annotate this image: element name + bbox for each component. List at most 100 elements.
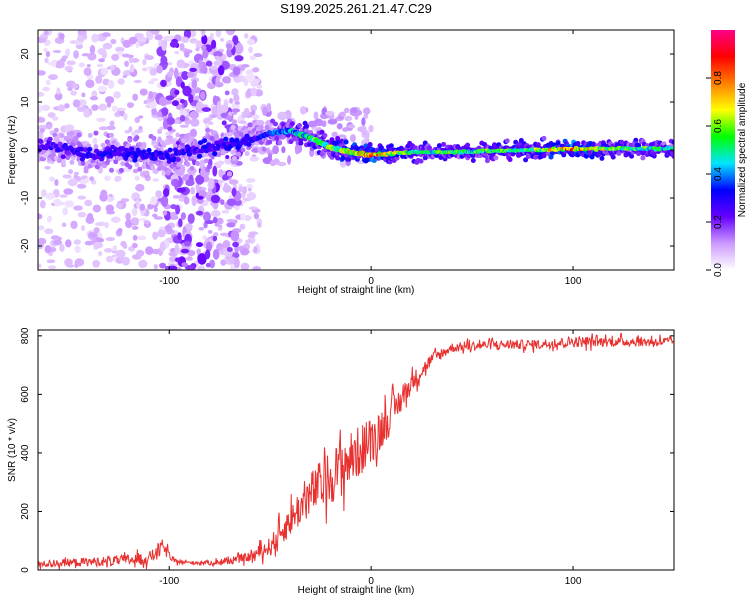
heatmap-cell [87,132,93,138]
heatmap-cell [184,240,191,247]
heatmap-cell [299,106,307,115]
heatmap-cell [224,90,230,96]
heatmap-cell [136,249,145,257]
heatmap-cell [40,189,47,198]
heatmap-cell [151,135,157,141]
heatmap-cell [532,154,538,160]
heatmap-cell [110,216,121,223]
heatmap-cell [108,132,114,138]
heatmap-cell [194,95,200,102]
heatmap-cell [183,30,192,39]
heatmap-cell [195,210,204,216]
heatmap-cell [504,138,510,144]
heatmap-cell [226,218,236,223]
heatmap-cell [69,130,75,136]
heatmap-cell [179,42,185,50]
heatmap-cell [212,151,218,157]
snr-panel: -100 0 100 0 200 400 600 800 Height of straigh… [7,327,675,596]
heatmap-cell [232,241,240,248]
heatmap-cell [180,248,190,254]
heatmap-cell [157,166,163,172]
heatmap-cell [258,124,264,130]
heatmap-cell [246,177,256,183]
heatmap-cell [548,154,554,160]
x-tick: 0 [368,330,374,587]
heatmap-cell [238,120,247,124]
heatmap-cell [174,178,179,191]
heatmap-cell [640,155,646,161]
heatmap-cell [214,55,221,61]
heatmap-cell [132,93,139,101]
heatmap-cell [54,92,63,101]
heatmap-cell [619,139,625,145]
heatmap-cell [195,183,200,191]
heatmap-cell [234,42,244,55]
heatmap-cell [191,195,197,207]
x-tick-label: 0 [368,276,374,287]
colorbar-tick-label: 0.2 [713,215,724,229]
heatmap-cell [240,147,246,153]
heatmap-cell [65,239,72,248]
heatmap-cell [121,256,130,266]
heatmap-cell [218,224,223,228]
heatmap-cell [232,35,239,46]
heatmap-cell [240,213,246,221]
heatmap-cell [117,151,123,157]
y-tick-label: 10 [20,96,31,108]
heatmap-cell [72,83,79,89]
heatmap-cell [152,156,158,161]
heatmap-cell [170,204,177,210]
heatmap-cell [75,43,84,50]
heatmap-cell [89,232,98,238]
y-tick: -20 [20,238,674,253]
heatmap-cell [198,226,205,231]
heatmap-cell [166,81,172,87]
heatmap-cell [149,67,158,76]
heatmap-cell [671,139,674,145]
heatmap-cell [364,130,370,140]
heatmap-cell [45,192,56,200]
heatmap-cell [230,230,240,242]
heatmap-cell [67,87,73,92]
heatmap-cell [59,133,65,139]
heatmap-cell [113,91,121,99]
heatmap-cell [362,107,371,115]
heatmap-cell [218,168,224,178]
x-tick: 100 [565,330,582,587]
heatmap-cell [175,204,181,215]
heatmap-cell [165,131,174,136]
heatmap-cell [342,127,349,132]
heatmap-cell [507,157,513,163]
colorbar: 0.0 0.2 0.4 0.6 0.8 Normalized spectral ampl… [706,30,748,277]
heatmap-cell [161,40,167,52]
heatmap-cell [38,263,42,269]
x-tick: 100 [565,30,582,287]
heatmap-cell [249,55,256,61]
heatmap-cell [368,124,374,133]
heatmap-cell [76,183,87,189]
heatmap-cell [465,142,471,148]
heatmap-cell [64,65,74,72]
colorbar-tick: 0.0 [706,263,724,277]
heatmap-cell [125,219,133,229]
heatmap-cell [132,157,138,163]
heatmap-cell [98,126,109,131]
heatmap-cell [227,131,233,137]
heatmap-cell [77,195,86,200]
heatmap-cell [127,137,133,143]
heatmap-cell [168,265,178,270]
heatmap-cell [321,120,327,128]
heatmap-cell [210,209,221,218]
heatmap-cell [47,136,53,142]
heatmap-cell [148,90,154,100]
heatmap-cell [165,95,175,101]
heatmap-cell [78,146,85,152]
heatmap-cell [115,46,125,53]
heatmap-cell [69,40,78,44]
heatmap-cell [248,231,259,236]
heatmap-cell [44,30,49,35]
heatmap-cell [205,241,213,252]
heatmap-cell [166,168,172,174]
heatmap-cell [200,30,206,37]
